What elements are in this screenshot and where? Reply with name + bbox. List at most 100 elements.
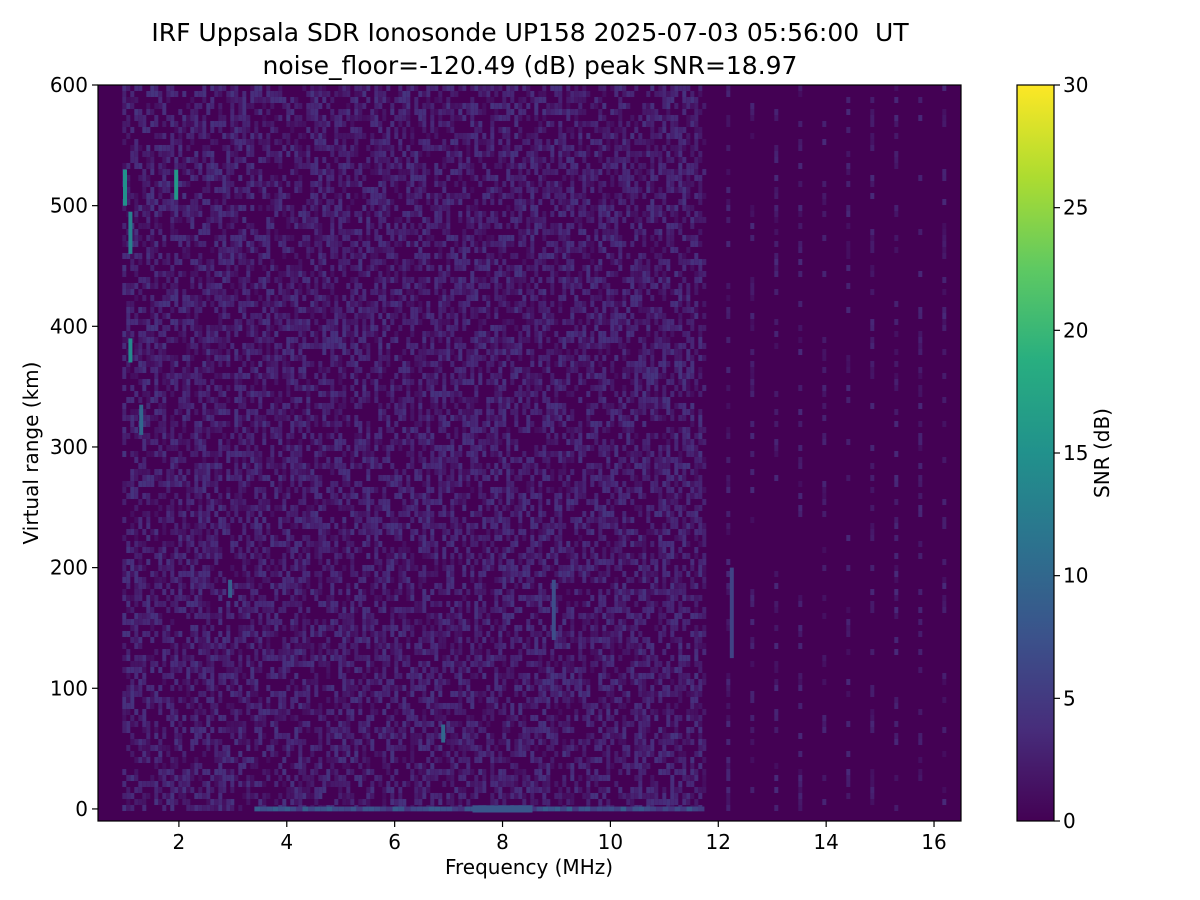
noise-cell — [238, 739, 243, 745]
noise-cell — [334, 91, 339, 97]
noise-cell — [198, 133, 203, 139]
noise-cell — [366, 331, 371, 337]
noise-cell — [162, 301, 167, 307]
noise-cell — [418, 385, 423, 391]
noise-cell — [186, 613, 191, 619]
noise-cell — [350, 697, 355, 703]
noise-cell — [390, 319, 395, 325]
noise-cell — [202, 175, 207, 181]
noise-cell — [194, 343, 199, 349]
noise-cell — [410, 331, 415, 337]
noise-cell — [402, 373, 407, 379]
noise-cell — [274, 319, 279, 325]
noise-cell — [358, 547, 363, 553]
noise-cell — [374, 211, 379, 217]
noise-cell — [246, 475, 251, 481]
noise-cell — [370, 679, 375, 685]
noise-cell — [410, 733, 415, 739]
noise-cell — [130, 265, 135, 271]
noise-cell — [246, 775, 251, 781]
noise-cell — [210, 715, 215, 721]
noise-cell — [266, 697, 271, 703]
noise-cell — [398, 493, 403, 499]
noise-cell — [154, 385, 159, 391]
noise-cell — [270, 217, 275, 223]
noise-cell — [306, 277, 311, 283]
noise-cell — [366, 727, 371, 733]
noise-cell — [386, 223, 391, 229]
noise-cell — [410, 151, 415, 157]
noise-cell — [358, 697, 363, 703]
noise-cell — [298, 607, 303, 613]
noise-cell — [378, 91, 383, 97]
noise-cell — [290, 583, 295, 589]
noise-cell — [346, 157, 351, 163]
noise-cell — [238, 157, 243, 163]
noise-cell — [194, 451, 199, 457]
noise-cell — [306, 289, 311, 295]
noise-cell — [314, 193, 319, 199]
noise-cell — [126, 253, 131, 259]
noise-cell — [206, 577, 211, 583]
noise-cell — [366, 685, 371, 691]
noise-cell — [214, 781, 219, 787]
noise-cell — [202, 517, 207, 523]
noise-cell — [234, 673, 239, 679]
noise-cell — [246, 433, 251, 439]
noise-cell — [398, 727, 403, 733]
noise-cell — [190, 403, 195, 409]
noise-cell — [250, 421, 255, 427]
noise-cell — [382, 133, 387, 139]
noise-cell — [362, 289, 367, 295]
noise-cell — [266, 637, 271, 643]
noise-cell — [290, 217, 295, 223]
noise-cell — [390, 643, 395, 649]
noise-cell — [258, 715, 263, 721]
noise-cell — [350, 151, 355, 157]
noise-cell — [410, 529, 415, 535]
noise-cell — [234, 415, 239, 421]
noise-cell — [170, 319, 175, 325]
noise-cell — [298, 151, 303, 157]
noise-cell — [166, 115, 171, 121]
noise-cell — [238, 385, 243, 391]
noise-cell — [286, 337, 291, 343]
noise-cell — [178, 433, 183, 439]
noise-cell — [370, 463, 375, 469]
noise-cell — [302, 703, 307, 709]
noise-cell — [298, 223, 303, 229]
noise-cell — [286, 589, 291, 595]
noise-cell — [126, 541, 131, 547]
noise-cell — [258, 415, 263, 421]
noise-cell — [178, 607, 183, 613]
noise-cell — [290, 523, 295, 529]
noise-cell — [290, 781, 295, 787]
noise-cell — [366, 313, 371, 319]
noise-cell — [290, 301, 295, 307]
noise-cell — [198, 595, 203, 601]
noise-cell — [330, 169, 335, 175]
noise-cell — [386, 553, 391, 559]
noise-cell — [250, 385, 255, 391]
noise-cell — [246, 691, 251, 697]
noise-cell — [414, 685, 419, 691]
noise-cell — [274, 301, 279, 307]
noise-cell — [406, 385, 411, 391]
noise-cell — [270, 97, 275, 103]
noise-cell — [218, 571, 223, 577]
noise-cell — [350, 529, 355, 535]
noise-cell — [158, 739, 163, 745]
noise-cell — [266, 229, 271, 235]
noise-cell — [186, 445, 191, 451]
noise-cell — [178, 559, 183, 565]
noise-cell — [210, 361, 215, 367]
noise-cell — [166, 565, 171, 571]
noise-cell — [306, 307, 311, 313]
noise-cell — [418, 607, 423, 613]
noise-cell — [202, 541, 207, 547]
noise-cell — [170, 799, 175, 805]
noise-cell — [418, 151, 423, 157]
noise-cell — [302, 235, 307, 241]
noise-cell — [394, 301, 399, 307]
noise-cell — [310, 259, 315, 265]
